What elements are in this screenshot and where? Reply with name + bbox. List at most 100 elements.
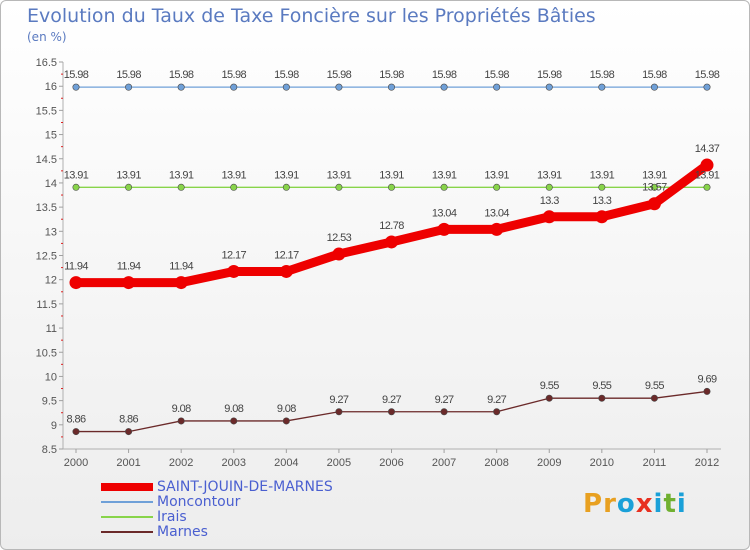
logo-letter: P <box>583 489 604 519</box>
data-point <box>493 183 501 191</box>
data-label: 13.91 <box>695 169 720 181</box>
x-tick-label: 2002 <box>169 457 193 469</box>
y-tick-label: 11.5 <box>36 299 57 311</box>
legend-label: Irais <box>157 508 187 525</box>
x-tick-label: 2000 <box>64 457 88 469</box>
data-point <box>650 394 658 402</box>
data-label: 13.57 <box>642 182 667 194</box>
data-label: 9.27 <box>329 394 348 406</box>
data-point <box>72 83 80 91</box>
data-label: 15.98 <box>274 69 299 81</box>
y-tick-label: 10.5 <box>36 347 57 359</box>
y-tick-label: 13.5 <box>36 202 57 214</box>
chart-unit: (en %) <box>27 30 67 44</box>
data-label: 9.08 <box>172 403 191 415</box>
y-tick-label: 11 <box>46 323 57 335</box>
y-tick-label: 12 <box>45 275 57 287</box>
data-label: 13.91 <box>327 169 352 181</box>
legend-item: Irais <box>101 508 187 525</box>
data-label: 11.94 <box>169 261 193 273</box>
data-label: 13.3 <box>592 195 611 207</box>
data-label: 13.91 <box>484 169 509 181</box>
data-label: 13.91 <box>642 169 667 181</box>
data-point <box>385 235 398 249</box>
logo-letter: i <box>676 489 687 519</box>
data-label: 9.27 <box>382 394 401 406</box>
data-label: 13.3 <box>540 195 559 207</box>
data-point <box>598 83 606 91</box>
data-point <box>335 408 343 416</box>
data-label: 14.37 <box>695 143 720 155</box>
legend-label: Moncontour <box>157 493 241 510</box>
chart-title: Evolution du Taux de Taxe Foncière sur l… <box>27 5 596 27</box>
legend-swatch <box>101 482 153 491</box>
x-tick-label: 2010 <box>590 457 614 469</box>
data-point <box>125 183 133 191</box>
data-point <box>227 264 241 278</box>
data-point <box>647 197 661 211</box>
x-tick-label: 2011 <box>643 457 667 469</box>
data-label: 13.91 <box>64 169 89 181</box>
data-point <box>703 183 711 191</box>
data-label: 15.98 <box>327 69 352 81</box>
y-tick-label: 16.5 <box>36 57 57 69</box>
x-tick-label: 2003 <box>222 457 246 469</box>
x-tick-label: 2008 <box>484 457 508 469</box>
legend-swatch <box>101 500 153 503</box>
logo-letter: x <box>635 489 654 519</box>
legend-label: SAINT-JOUIN-DE-MARNES <box>157 478 333 495</box>
data-label: 13.04 <box>484 207 509 219</box>
x-tick-label: 2005 <box>327 457 351 469</box>
y-tick-label: 9.5 <box>42 396 57 408</box>
data-label: 9.27 <box>435 394 454 406</box>
data-label: 9.55 <box>592 380 611 392</box>
data-label: 13.91 <box>169 169 194 181</box>
data-label: 15.98 <box>590 69 615 81</box>
data-label: 12.17 <box>274 249 299 261</box>
proxiti-logo: Proxiti <box>583 489 687 519</box>
logo-letter: o <box>616 489 636 519</box>
data-point <box>700 158 714 172</box>
data-label: 9.27 <box>487 394 506 406</box>
x-tick-label: 2009 <box>537 457 561 469</box>
data-label: 13.91 <box>379 169 404 181</box>
data-point <box>387 83 395 91</box>
data-point <box>335 83 343 91</box>
legend-swatch <box>101 530 153 533</box>
data-label: 13.91 <box>432 169 457 181</box>
data-label: 11.94 <box>117 261 141 273</box>
data-label: 9.08 <box>224 403 243 415</box>
y-tick-label: 14 <box>45 178 57 190</box>
x-tick-label: 2006 <box>379 457 403 469</box>
data-point <box>650 183 658 191</box>
y-tick-label: 13 <box>45 226 57 238</box>
data-point <box>387 183 395 191</box>
legend-label: Marnes <box>157 523 208 540</box>
data-label: 15.98 <box>695 69 720 81</box>
data-point <box>493 83 501 91</box>
data-point <box>174 276 188 290</box>
data-point <box>440 183 448 191</box>
data-label: 15.98 <box>169 69 194 81</box>
y-tick-label: 10 <box>45 371 57 383</box>
data-point <box>230 183 238 191</box>
data-label: 15.98 <box>116 69 141 81</box>
data-point <box>72 428 80 436</box>
data-label: 13.91 <box>274 169 299 181</box>
data-point <box>440 408 448 416</box>
data-label: 15.98 <box>379 69 404 81</box>
data-label: 9.08 <box>277 403 296 415</box>
data-label: 9.69 <box>697 373 716 385</box>
y-tick-label: 15 <box>45 130 57 142</box>
data-point <box>282 183 290 191</box>
data-label: 9.55 <box>645 380 664 392</box>
data-point <box>703 387 711 395</box>
data-point <box>279 264 293 278</box>
legend-item: Moncontour <box>101 493 241 510</box>
data-label: 15.98 <box>537 69 562 81</box>
data-label: 8.86 <box>119 414 138 426</box>
y-tick-label: 15.5 <box>36 105 57 117</box>
data-label: 13.04 <box>432 207 457 219</box>
logo-letter: r <box>603 489 617 519</box>
